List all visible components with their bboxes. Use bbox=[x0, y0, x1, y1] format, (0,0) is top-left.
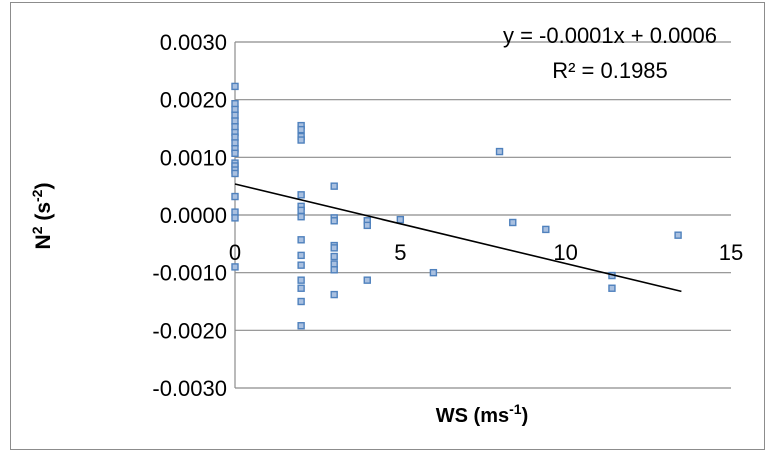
data-point bbox=[495, 147, 504, 156]
axes bbox=[234, 42, 731, 388]
r-squared-label: R² = 0.1985 bbox=[552, 58, 668, 83]
data-point bbox=[330, 252, 338, 261]
tick-labels: 0.0030 0.0020 0.0010 0.0000 -0.0010 -0.0020 -0… bbox=[152, 30, 743, 401]
x-tick-label: 0 bbox=[229, 240, 241, 265]
y-tick-label: 0.0030 bbox=[160, 30, 227, 55]
data-point bbox=[231, 169, 239, 178]
data-point bbox=[297, 213, 305, 221]
trendline-equation: y = -0.0001x + 0.0006 bbox=[503, 23, 717, 48]
data-point bbox=[330, 182, 338, 190]
data-point bbox=[297, 261, 305, 269]
y-tick-label: 0.0010 bbox=[160, 145, 227, 170]
data-point bbox=[297, 136, 305, 144]
data-point bbox=[297, 322, 305, 330]
y-tick-label: 0.0020 bbox=[160, 88, 227, 113]
data-point bbox=[674, 231, 682, 239]
data-point bbox=[363, 276, 371, 284]
gridlines bbox=[235, 41, 731, 389]
x-tick-label: 5 bbox=[394, 240, 406, 265]
chart-frame bbox=[10, 2, 765, 450]
data-point bbox=[297, 236, 305, 244]
data-point bbox=[330, 290, 338, 299]
y-tick-label: 0.0000 bbox=[160, 203, 227, 228]
data-point bbox=[330, 266, 338, 274]
data-point bbox=[297, 276, 305, 284]
data-point bbox=[231, 192, 239, 201]
data-point bbox=[231, 149, 239, 157]
data-point bbox=[231, 82, 239, 91]
trendline bbox=[234, 183, 682, 293]
data-point bbox=[297, 251, 305, 260]
x-tick-label: 15 bbox=[719, 240, 743, 265]
data-point bbox=[297, 284, 305, 292]
y-tick-label: -0.0020 bbox=[152, 318, 227, 343]
data-point bbox=[330, 244, 338, 252]
data-point bbox=[231, 214, 239, 222]
data-point bbox=[297, 297, 305, 306]
data-point bbox=[231, 263, 239, 271]
trendline-group bbox=[234, 183, 682, 293]
y-tick-label: -0.0010 bbox=[152, 261, 227, 286]
data-point bbox=[297, 191, 305, 199]
data-point bbox=[297, 125, 305, 134]
data-point bbox=[608, 284, 616, 292]
data-point bbox=[429, 268, 438, 277]
data-points bbox=[231, 82, 682, 330]
y-tick-label: -0.0030 bbox=[152, 376, 227, 401]
x-axis-label: WS (ms-1) bbox=[436, 401, 528, 427]
data-point bbox=[542, 225, 550, 234]
data-point bbox=[297, 206, 305, 215]
y-axis-label: N2 (s-2) bbox=[29, 183, 55, 250]
data-point bbox=[330, 217, 338, 225]
data-point bbox=[363, 221, 371, 230]
data-point bbox=[396, 215, 405, 224]
data-point bbox=[509, 218, 517, 227]
